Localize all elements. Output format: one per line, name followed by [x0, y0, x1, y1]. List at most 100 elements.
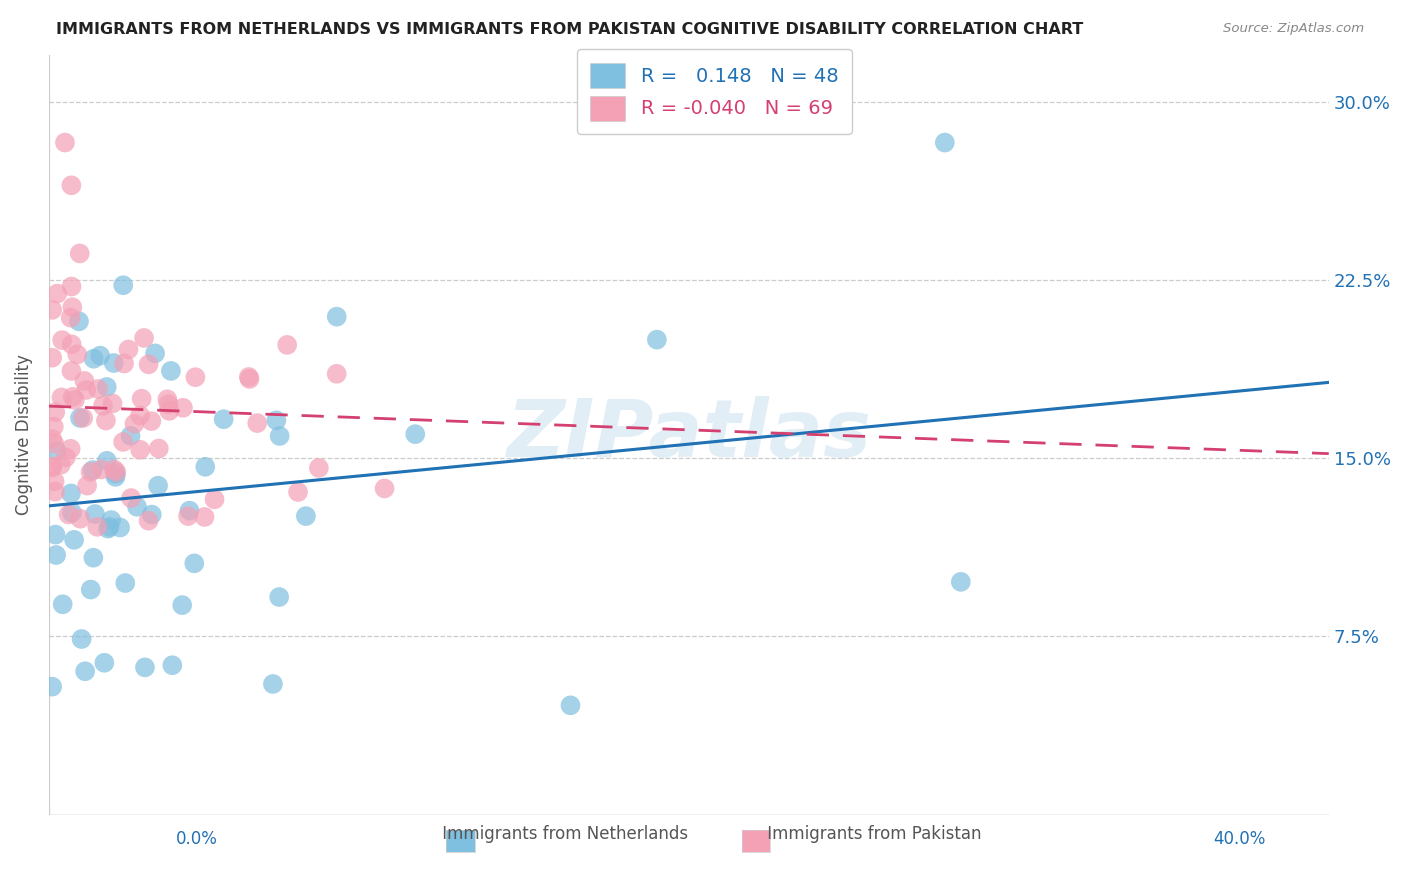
Point [266, 413, 288, 427]
Point [212, 412, 235, 426]
Point [124, 417, 146, 431]
Point [120, 491, 142, 505]
Point [44, 527, 66, 541]
Text: 40.0%: 40.0% [1213, 830, 1265, 847]
Point [112, 278, 135, 293]
Point [44, 436, 66, 450]
Point [148, 442, 170, 456]
Point [96, 454, 118, 468]
Text: IMMIGRANTS FROM NETHERLANDS VS IMMIGRANTS FROM PAKISTAN COGNITIVE DISABILITY COR: IMMIGRANTS FROM NETHERLANDS VS IMMIGRANT… [56, 22, 1084, 37]
Point [325, 367, 347, 381]
Point [41, 680, 63, 694]
Point [60, 506, 83, 520]
Point [146, 479, 169, 493]
Point [83, 351, 105, 366]
Point [69, 246, 91, 260]
Point [100, 513, 122, 527]
Point [172, 598, 194, 612]
Point [94, 414, 117, 428]
Point [374, 482, 396, 496]
Point [49, 458, 72, 472]
Point [41, 302, 63, 317]
Point [73, 374, 96, 388]
Text: Source: ZipAtlas.com: Source: ZipAtlas.com [1223, 22, 1364, 36]
Text: Immigrants from Pakistan: Immigrants from Pakistan [741, 825, 981, 843]
Point [44, 475, 66, 489]
Point [326, 310, 349, 324]
Point [172, 401, 194, 415]
Point [138, 357, 160, 371]
Point [194, 510, 217, 524]
Point [60, 364, 83, 378]
Point [101, 396, 124, 410]
Point [51, 333, 73, 347]
Point [41, 432, 63, 446]
Point [60, 178, 83, 193]
Point [183, 557, 205, 571]
Point [69, 512, 91, 526]
Point [82, 550, 104, 565]
Point [59, 310, 82, 325]
Point [132, 331, 155, 345]
Point [104, 467, 127, 481]
Point [89, 349, 111, 363]
Point [93, 656, 115, 670]
Point [67, 314, 90, 328]
Point [60, 337, 83, 351]
Point [120, 429, 142, 443]
Point [104, 470, 127, 484]
Point [949, 574, 972, 589]
Point [58, 508, 80, 522]
Point [97, 522, 120, 536]
Point [157, 404, 180, 418]
Point [70, 632, 93, 646]
Point [934, 136, 956, 150]
Point [80, 582, 103, 597]
Point [287, 485, 309, 500]
Point [105, 465, 128, 479]
Point [269, 429, 291, 443]
Point [96, 380, 118, 394]
Point [308, 461, 330, 475]
Point [179, 503, 201, 517]
Point [129, 442, 152, 457]
Point [44, 484, 66, 499]
Point [63, 392, 86, 407]
Point [59, 442, 82, 456]
Point [52, 597, 75, 611]
Point [269, 590, 291, 604]
Point [276, 338, 298, 352]
Point [177, 509, 200, 524]
Point [645, 333, 668, 347]
Point [238, 370, 260, 384]
Point [44, 405, 66, 419]
Point [84, 507, 107, 521]
Point [66, 347, 89, 361]
Point [131, 392, 153, 406]
Point [55, 450, 77, 465]
Point [103, 356, 125, 370]
Point [90, 462, 112, 476]
Point [45, 444, 67, 458]
Point [117, 343, 139, 357]
Point [262, 677, 284, 691]
Point [41, 351, 63, 365]
Point [141, 508, 163, 522]
Point [184, 370, 207, 384]
Point [62, 390, 84, 404]
Text: 0.0%: 0.0% [176, 830, 218, 847]
Text: Immigrants from Netherlands: Immigrants from Netherlands [416, 825, 688, 843]
Point [141, 414, 163, 428]
Point [134, 660, 156, 674]
Point [156, 392, 179, 407]
Point [157, 397, 180, 411]
Point [75, 383, 97, 397]
Point [51, 391, 73, 405]
Point [103, 462, 125, 476]
Point [82, 463, 104, 477]
Point [76, 478, 98, 492]
Point [59, 486, 82, 500]
Point [162, 658, 184, 673]
Point [160, 364, 183, 378]
Point [45, 548, 67, 562]
